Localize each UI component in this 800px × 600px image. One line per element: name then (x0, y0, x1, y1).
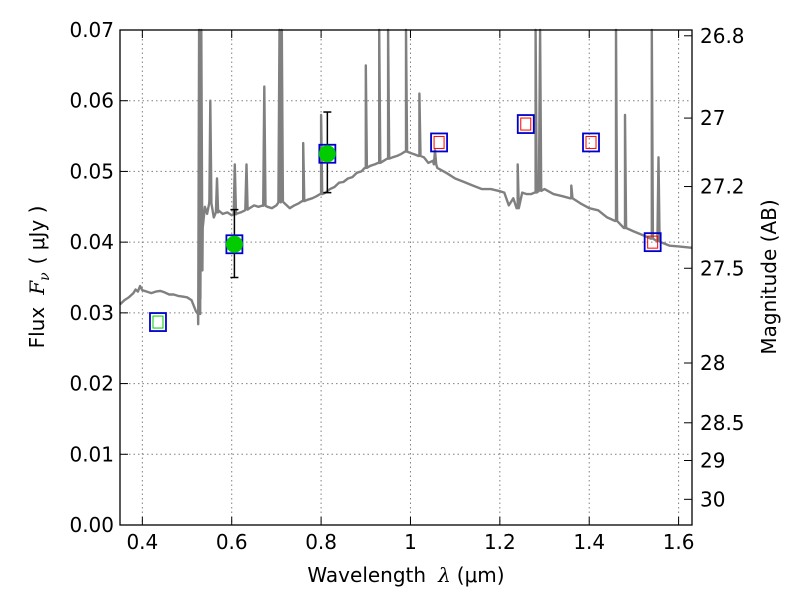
x-axis: 0.4 0.6 0.8 1 1.2 1.4 1.6 (126, 30, 695, 554)
y2-tick-label: 30 (700, 487, 725, 511)
y-tick-label: 0.05 (69, 159, 114, 183)
x-tick-label: 0.8 (305, 530, 337, 554)
y2-tick-label: 27.5 (700, 256, 745, 280)
y-tick-label: 0.00 (69, 513, 114, 537)
spectrum-line (119, 28, 693, 326)
upper-limit-marker (520, 117, 532, 131)
x-tick-label: 0.4 (126, 530, 158, 554)
model-flux-box (582, 132, 600, 153)
y-tick-label: 0.07 (69, 18, 114, 42)
data-points-layer (149, 111, 662, 332)
spectrum-layer (119, 28, 693, 326)
x-axis-label: Wavelength λ (μm) (307, 563, 504, 587)
x-tick-label: 0.6 (216, 530, 248, 554)
x-tick-label: 1.2 (484, 530, 516, 554)
y-tick-label: 0.06 (69, 89, 114, 113)
detection-marker (318, 145, 336, 163)
y2-tick-label: 26.8 (700, 24, 745, 48)
x-tick-label: 1.6 (663, 530, 695, 554)
upper-limit-marker (433, 135, 445, 149)
y-axis: 0.00 0.01 0.02 0.03 0.04 0.05 0.06 0.07 (69, 18, 128, 537)
y2-tick-label: 28.5 (700, 411, 745, 435)
y2-tick-label: 29 (700, 449, 725, 473)
model-flux-box (430, 132, 448, 153)
y-tick-label: 0.03 (69, 301, 114, 325)
plot-frame (119, 29, 693, 526)
x-tick-label: 1.4 (573, 530, 605, 554)
y-axis-label: FluxFν( μJy ) (25, 206, 53, 349)
y-tick-label: 0.01 (69, 442, 114, 466)
y2-axis: 26.8 27 27.2 27.5 28 28.5 29 30 (684, 24, 745, 511)
upper-limit-marker (152, 315, 164, 329)
y2-tick-label: 28 (700, 351, 725, 375)
model-flux-box (643, 232, 662, 253)
x-tick-label: 1 (404, 530, 417, 554)
upper-limit-marker (585, 135, 597, 149)
y2-tick-label: 27 (700, 106, 725, 130)
y-tick-label: 0.02 (69, 372, 114, 396)
model-flux-box (516, 114, 535, 134)
y2-axis-label: Magnitude (AB) (757, 199, 781, 354)
y-tick-label: 0.04 (69, 230, 114, 254)
detection-marker (225, 235, 243, 253)
y2-tick-label: 27.2 (700, 175, 745, 199)
upper-limit-marker (647, 235, 659, 249)
model-flux-box (149, 312, 167, 332)
